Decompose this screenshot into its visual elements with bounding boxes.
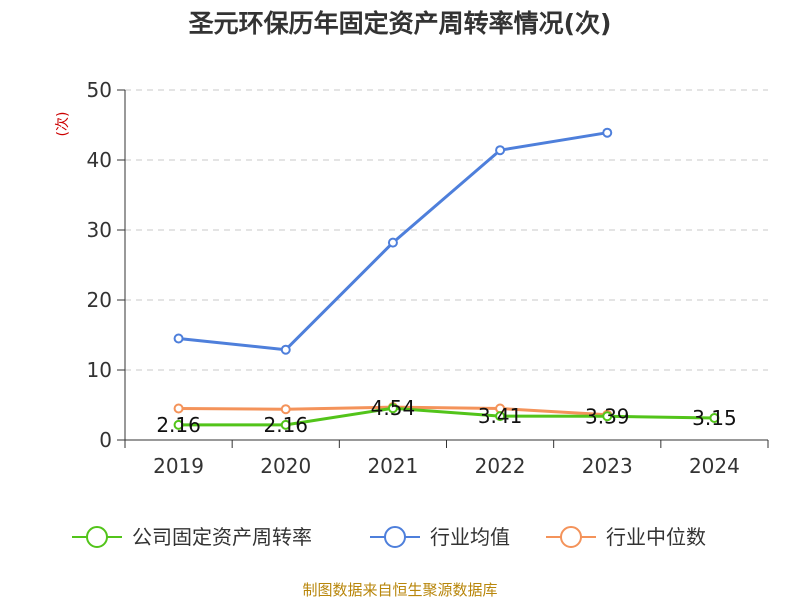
legend-marker-1 bbox=[384, 526, 406, 548]
series-point-2 bbox=[173, 403, 184, 414]
series-point-0 bbox=[387, 403, 398, 414]
data-label: 2.16 bbox=[156, 413, 201, 437]
series-point-2 bbox=[280, 404, 291, 415]
data-label: 3.15 bbox=[692, 406, 737, 430]
y-tick-label: 10 bbox=[87, 358, 112, 382]
series-point-0 bbox=[173, 419, 184, 430]
data-label: 3.41 bbox=[478, 404, 523, 428]
gridlines bbox=[125, 89, 768, 371]
legend-marker-2 bbox=[560, 526, 582, 548]
y-tick-label: 20 bbox=[87, 288, 112, 312]
series-point-1 bbox=[173, 333, 184, 344]
series-point-0 bbox=[495, 411, 506, 422]
x-tick-label: 2021 bbox=[367, 454, 418, 478]
series-point-1 bbox=[602, 127, 613, 138]
data-label: 2.16 bbox=[263, 413, 308, 437]
series-group bbox=[173, 127, 720, 430]
legend-label-0: 公司固定资产周转率 bbox=[132, 525, 312, 549]
legend-label-1: 行业均值 bbox=[430, 525, 510, 549]
series-point-1 bbox=[387, 237, 398, 248]
y-axis-label: (次) bbox=[55, 112, 71, 137]
axes: 0 10 20 30 40 50 2019 2020 2021 2022 2023 2024 bbox=[87, 78, 769, 478]
x-tick-label: 2022 bbox=[475, 454, 526, 478]
x-tick-label: 2019 bbox=[153, 454, 204, 478]
y-tick-label: 30 bbox=[87, 218, 112, 242]
legend-marker-0 bbox=[86, 526, 108, 548]
series-line-0 bbox=[178, 406, 715, 427]
source-note: 制图数据来自恒生聚源数据库 bbox=[302, 581, 497, 599]
chart-title: 圣元环保历年固定资产周转率情况(次) bbox=[189, 9, 612, 38]
series-point-0 bbox=[709, 412, 720, 423]
x-tick-label: 2023 bbox=[582, 454, 633, 478]
series-point-0 bbox=[602, 411, 613, 422]
data-label: 4.54 bbox=[371, 396, 416, 420]
y-tick-label: 0 bbox=[99, 428, 112, 452]
series-point-1 bbox=[495, 145, 506, 156]
y-tick-label: 50 bbox=[87, 78, 112, 102]
legend: 公司固定资产周转率 行业均值 行业中位数 bbox=[72, 525, 706, 549]
x-tick-label: 2024 bbox=[689, 454, 740, 478]
series-point-0 bbox=[280, 419, 291, 430]
data-label: 3.39 bbox=[585, 404, 630, 428]
y-tick-label: 40 bbox=[87, 148, 112, 172]
series-point-1 bbox=[280, 344, 291, 355]
x-tick-label: 2020 bbox=[260, 454, 311, 478]
data-labels: 2.16 2.16 4.54 3.41 3.39 3.15 bbox=[156, 396, 736, 437]
legend-label-2: 行业中位数 bbox=[606, 525, 706, 549]
